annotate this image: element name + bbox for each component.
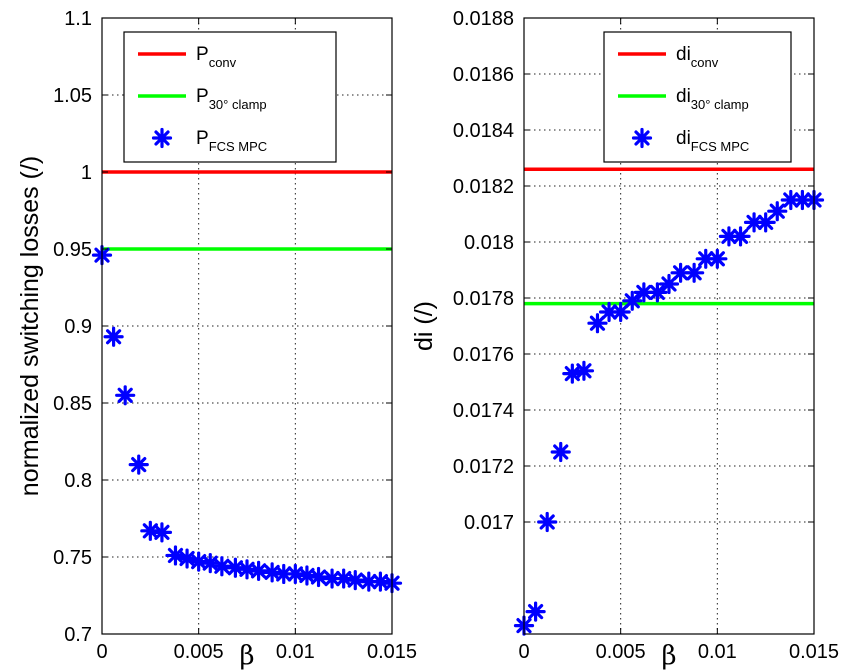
y-tick-label: 0.0182 bbox=[453, 176, 514, 198]
data-point bbox=[165, 545, 186, 566]
data-point bbox=[273, 563, 294, 585]
data-point bbox=[550, 441, 571, 463]
data-point bbox=[647, 282, 668, 303]
data-point bbox=[755, 212, 776, 233]
data-point bbox=[562, 363, 583, 384]
x-tick-label: 0.015 bbox=[367, 641, 417, 663]
y-tick-label: 0.95 bbox=[53, 239, 92, 261]
y-tick-label: 1.05 bbox=[53, 85, 92, 107]
y-tick-label: 0.0172 bbox=[453, 456, 514, 478]
legend-entry-label: PFCS MPC bbox=[196, 128, 267, 154]
data-point bbox=[573, 360, 595, 381]
data-point bbox=[200, 553, 221, 574]
data-point bbox=[225, 557, 246, 578]
y-tick-label: 0.0188 bbox=[453, 8, 514, 30]
legend-swatch bbox=[631, 127, 653, 149]
data-point bbox=[345, 569, 366, 591]
legend-entry-label: Pconv bbox=[196, 44, 237, 70]
data-point bbox=[140, 520, 161, 541]
axes-frame bbox=[523, 17, 815, 635]
legend-entry-label: di30° clamp bbox=[676, 86, 749, 112]
data-point bbox=[151, 522, 173, 543]
data-point bbox=[115, 385, 136, 406]
y-axis-label: di (/) bbox=[410, 301, 438, 351]
data-point bbox=[285, 563, 306, 585]
data-point bbox=[176, 548, 198, 569]
y-tick-label: 0.017 bbox=[464, 512, 514, 534]
data-point bbox=[308, 566, 329, 588]
y-axis-label: normalized switching losses (/) bbox=[16, 156, 44, 496]
data-point bbox=[537, 511, 558, 533]
y-tick-label: 0.0186 bbox=[453, 64, 514, 86]
x-tick-label: 0 bbox=[518, 641, 529, 663]
y-tick-label: 0.0178 bbox=[453, 288, 514, 310]
data-point bbox=[707, 248, 728, 269]
x-tick-label: 0 bbox=[96, 641, 107, 663]
chart-panel-2: 0 0.005 0.01 0.015 0.017 0.0172 0.0174 0.0176 0.… bbox=[410, 8, 839, 670]
data-point bbox=[236, 559, 258, 580]
data-point bbox=[767, 201, 788, 222]
y-tick-label: 0.85 bbox=[53, 393, 92, 415]
legend: diconv di30° clamp diFCS MPC bbox=[603, 31, 792, 163]
x-tick-label: 0.005 bbox=[596, 641, 646, 663]
y-tick-label: 0.75 bbox=[53, 547, 92, 569]
data-point bbox=[610, 301, 631, 323]
data-point bbox=[658, 273, 680, 295]
data-point bbox=[525, 601, 546, 622]
legend-entry-label: P30° clamp bbox=[196, 86, 267, 112]
x-axis-label: β bbox=[239, 641, 254, 670]
x-tick-label: 0.015 bbox=[789, 641, 839, 663]
y-tick-label: 0.018 bbox=[464, 232, 514, 254]
series-markers-fcs-mpc bbox=[91, 245, 403, 594]
y-tick-label: 0.0174 bbox=[453, 400, 514, 422]
y-tick-label: 0.0184 bbox=[453, 120, 514, 142]
legend-entry-label: diFCS MPC bbox=[676, 128, 749, 154]
y-tick-label: 0.0176 bbox=[453, 344, 514, 366]
series-markers-fcs-mpc bbox=[513, 189, 825, 636]
data-point bbox=[103, 326, 124, 347]
y-tick-label: 1.1 bbox=[64, 8, 92, 30]
x-axis-label: β bbox=[661, 641, 676, 670]
legend-entry-label: diconv bbox=[676, 44, 719, 70]
x-tick-label: 0.005 bbox=[174, 641, 224, 663]
y-tick-label: 0.7 bbox=[64, 624, 92, 646]
y-tick-label: 0.9 bbox=[64, 316, 92, 338]
data-point bbox=[730, 226, 751, 247]
data-point bbox=[622, 290, 643, 311]
data-point bbox=[684, 262, 705, 283]
y-tick-label: 1 bbox=[81, 162, 92, 184]
data-point bbox=[587, 313, 608, 334]
x-tick-label: 0.01 bbox=[698, 641, 737, 663]
chart-panel-1: 0 0.005 0.01 0.015 0.7 0.75 0.8 0.85 0.9 0.95 1 1.0… bbox=[16, 8, 417, 670]
x-tick-label: 0.01 bbox=[276, 641, 315, 663]
legend: Pconv P30° clamp PFCS MPC bbox=[123, 31, 337, 163]
data-point bbox=[128, 454, 149, 475]
y-tick-label: 0.8 bbox=[64, 470, 92, 492]
legend-swatch bbox=[151, 127, 173, 149]
